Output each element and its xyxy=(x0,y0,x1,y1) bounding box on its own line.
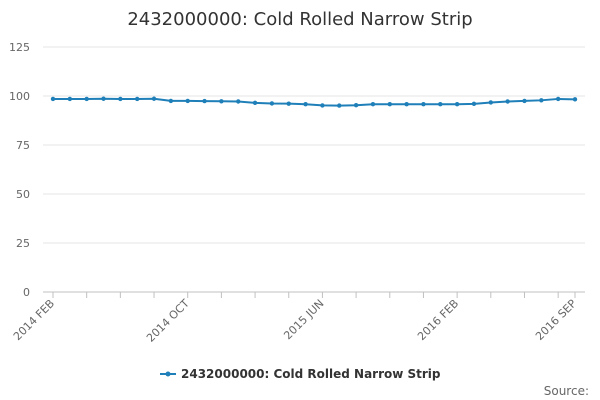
series-layer xyxy=(50,96,578,108)
y-axis: 0 25 50 75 100 125 xyxy=(9,41,30,299)
data-point[interactable] xyxy=(353,103,359,108)
data-point[interactable] xyxy=(387,102,392,107)
data-point[interactable] xyxy=(555,96,561,102)
x-tick-label: 2016 SEP xyxy=(533,297,579,343)
data-point[interactable] xyxy=(286,101,291,106)
data-point[interactable] xyxy=(320,103,325,108)
data-point[interactable] xyxy=(454,102,460,107)
data-point[interactable] xyxy=(101,96,106,101)
y-tick-label: 25 xyxy=(16,237,30,250)
x-tick-label: 2016 FEB xyxy=(415,297,461,343)
legend-marker-icon xyxy=(165,371,171,377)
data-point[interactable] xyxy=(202,98,207,104)
source-label: Source: xyxy=(544,384,589,398)
data-point[interactable] xyxy=(151,96,157,101)
y-tick-label: 100 xyxy=(9,90,30,103)
data-point[interactable] xyxy=(488,100,494,105)
x-tick-label: 2014 FEB xyxy=(11,297,57,343)
legend-label[interactable]: 2432000000: Cold Rolled Narrow Strip xyxy=(181,367,441,381)
chart-title: 2432000000: Cold Rolled Narrow Strip xyxy=(127,9,472,30)
gridlines xyxy=(43,46,585,293)
data-point[interactable] xyxy=(269,101,275,106)
data-point[interactable] xyxy=(50,96,56,102)
data-point[interactable] xyxy=(252,100,258,106)
data-point[interactable] xyxy=(404,102,409,107)
data-point[interactable] xyxy=(185,98,190,104)
y-tick-label: 0 xyxy=(23,286,30,299)
data-point[interactable] xyxy=(303,102,308,107)
series-line xyxy=(53,97,576,107)
data-point[interactable] xyxy=(236,99,241,104)
y-tick-label: 50 xyxy=(16,188,30,201)
data-point[interactable] xyxy=(84,96,89,102)
data-point[interactable] xyxy=(471,101,477,107)
data-point[interactable] xyxy=(370,102,376,107)
x-tick-label: 2014 OCT xyxy=(144,297,192,345)
data-point[interactable] xyxy=(438,102,443,107)
x-tick-label: 2015 JUN xyxy=(281,297,326,342)
data-point[interactable] xyxy=(168,98,174,104)
data-point[interactable] xyxy=(134,96,140,102)
y-tick-label: 75 xyxy=(16,139,30,152)
y-tick-label: 125 xyxy=(9,41,30,54)
data-point[interactable] xyxy=(505,99,510,104)
data-point[interactable] xyxy=(522,98,527,104)
data-point[interactable] xyxy=(67,96,73,102)
data-point[interactable] xyxy=(572,97,578,102)
data-point[interactable] xyxy=(219,99,224,104)
data-point[interactable] xyxy=(337,103,342,108)
data-point[interactable] xyxy=(421,102,426,107)
legend[interactable]: 2432000000: Cold Rolled Narrow Strip xyxy=(160,367,441,381)
x-axis: 2014 FEB 2014 OCT 2015 JUN 2016 FEB 2016 SEP xyxy=(11,291,585,345)
data-point[interactable] xyxy=(118,96,123,102)
data-point[interactable] xyxy=(539,98,544,103)
